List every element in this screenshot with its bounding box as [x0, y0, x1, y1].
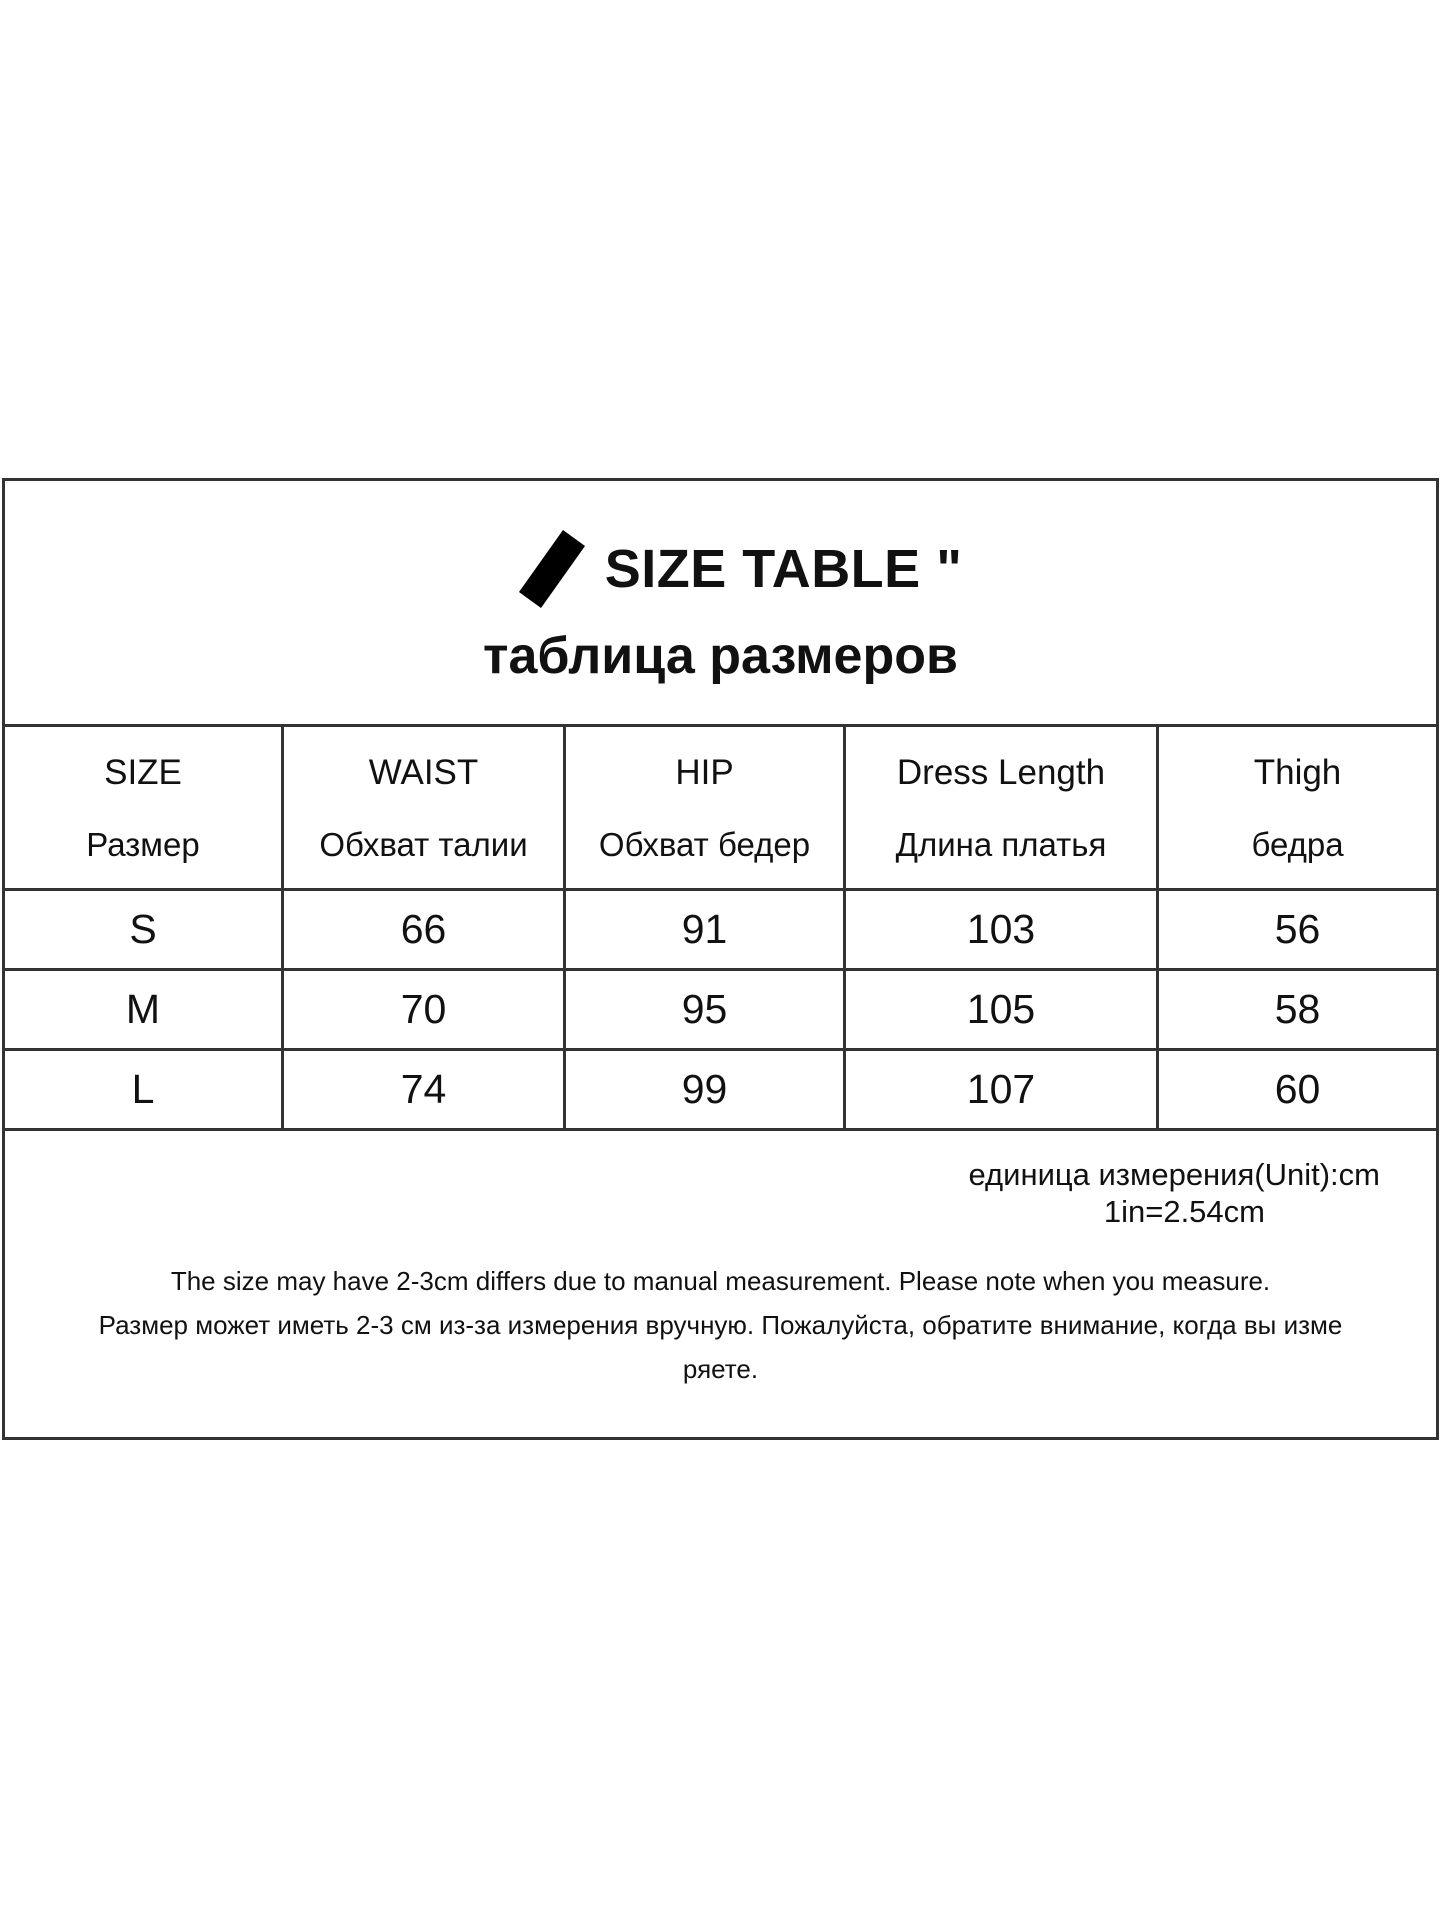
column-header-size-en: SIZE [104, 752, 182, 792]
column-header-dress-length-ru: Длина платья [895, 825, 1107, 863]
disclaimer-line-russian-1: Размер может иметь 2-3 см из-за измерени… [98, 1310, 1343, 1341]
cell-hip: 91 [566, 891, 846, 968]
disclaimer-line-russian-2: ряете. [682, 1353, 759, 1384]
cell-waist: 66 [284, 891, 566, 968]
column-header-dress-length-en: Dress Length [896, 752, 1106, 792]
title-block: SIZE TABLE " таблица размеров [5, 481, 1436, 727]
column-header-thigh-en: Thigh [1253, 752, 1342, 792]
cell-value: 58 [1274, 986, 1321, 1032]
column-header-hip: HIP Обхват бедер [566, 727, 846, 888]
column-header-hip-ru: Обхват бедер [598, 825, 811, 863]
diagonal-slash-mark-icon [518, 529, 585, 608]
cell-value: 103 [966, 906, 1036, 952]
cell-dress-length: 105 [846, 971, 1159, 1048]
unit-note: единица измерения(Unit):cm 1in=2.54cm [5, 1131, 1436, 1230]
cell-value: M [125, 986, 161, 1032]
cell-size: L [5, 1051, 284, 1128]
column-header-waist: WAIST Обхват талии [284, 727, 566, 888]
table-header-row: SIZE Размер WAIST Обхват талии HIP Обхва… [5, 727, 1436, 891]
cell-value: 70 [400, 986, 447, 1032]
cell-value: 66 [400, 906, 447, 952]
notes-block: единица измерения(Unit):cm 1in=2.54cm Th… [5, 1131, 1436, 1437]
cell-waist: 70 [284, 971, 566, 1048]
size-chart: SIZE TABLE " таблица размеров SIZE Разме… [2, 478, 1439, 1440]
column-header-waist-en: WAIST [368, 752, 479, 792]
column-header-size: SIZE Размер [5, 727, 284, 888]
cell-thigh: 58 [1159, 971, 1436, 1048]
unit-note-line-2: 1in=2.54cm [1103, 1193, 1265, 1229]
cell-value: 99 [681, 1066, 728, 1112]
title-line-english: SIZE TABLE " [5, 529, 1436, 608]
cell-waist: 74 [284, 1051, 566, 1128]
cell-thigh: 60 [1159, 1051, 1436, 1128]
cell-size: S [5, 891, 284, 968]
cell-size: M [5, 971, 284, 1048]
column-header-dress-length: Dress Length Длина платья [846, 727, 1159, 888]
cell-hip: 95 [566, 971, 846, 1048]
table-row: S 66 91 103 56 [5, 891, 1436, 971]
cell-value: 95 [681, 986, 728, 1032]
cell-dress-length: 107 [846, 1051, 1159, 1128]
page-subtitle: таблица размеров [483, 626, 958, 685]
cell-value: 91 [681, 906, 728, 952]
cell-dress-length: 103 [846, 891, 1159, 968]
column-header-thigh: Thigh бедра [1159, 727, 1436, 888]
page-title: SIZE TABLE " [604, 538, 963, 599]
measurement-disclaimer: The size may have 2-3cm differs due to m… [5, 1264, 1436, 1396]
column-header-thigh-ru: бедра [1251, 825, 1344, 863]
column-header-hip-en: HIP [675, 752, 734, 792]
cell-value: L [131, 1066, 155, 1112]
cell-value: 105 [966, 986, 1036, 1032]
cell-hip: 99 [566, 1051, 846, 1128]
cell-value: 74 [400, 1066, 447, 1112]
table-row: M 70 95 105 58 [5, 971, 1436, 1051]
table-row: L 74 99 107 60 [5, 1051, 1436, 1131]
unit-note-line-1: единица измерения(Unit):cm [968, 1157, 1380, 1192]
cell-value: S [129, 906, 157, 952]
cell-thigh: 56 [1159, 891, 1436, 968]
disclaimer-line-english: The size may have 2-3cm differs due to m… [170, 1266, 1271, 1297]
cell-value: 56 [1274, 906, 1321, 952]
column-header-size-ru: Размер [86, 825, 200, 863]
column-header-waist-ru: Обхват талии [319, 825, 528, 863]
cell-value: 60 [1274, 1066, 1321, 1112]
cell-value: 107 [966, 1066, 1036, 1112]
